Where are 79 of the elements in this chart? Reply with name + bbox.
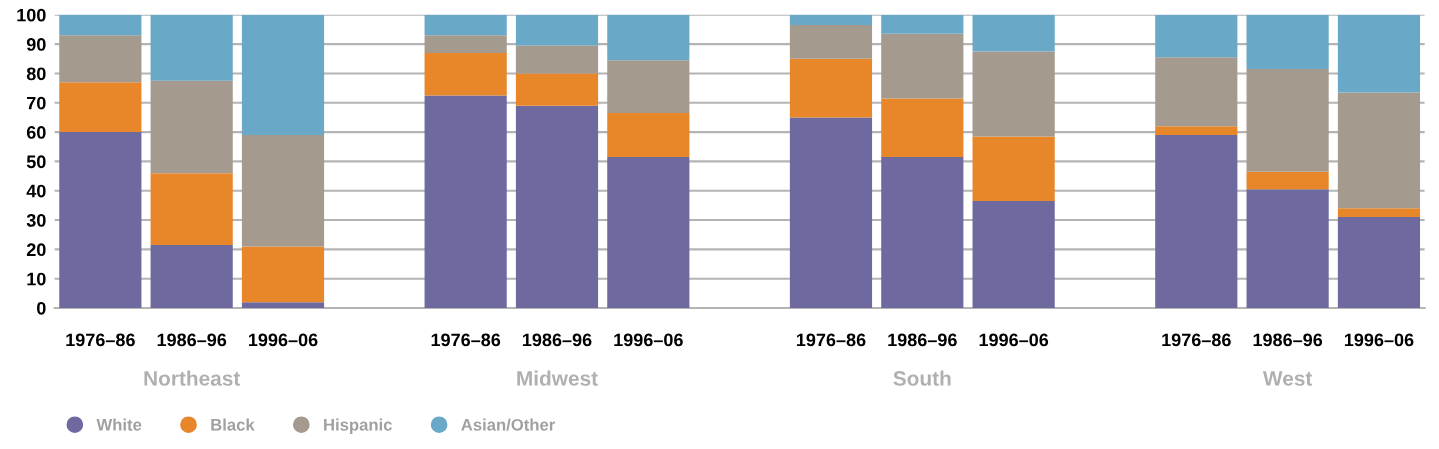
bar — [1155, 57, 1238, 127]
bar — [150, 173, 233, 245]
x-tick-label: 1996–06 — [1344, 333, 1414, 347]
bar — [150, 244, 233, 309]
bar — [972, 136, 1055, 201]
bar — [241, 135, 325, 247]
bar — [59, 14, 142, 36]
legend-label: Asian/Other — [461, 418, 556, 431]
bar — [881, 157, 964, 309]
text: Midwest — [517, 370, 598, 386]
y-tick-label: 90 — [26, 38, 46, 51]
bar — [607, 113, 690, 158]
y-tick-label: 20 — [26, 243, 46, 257]
bar — [881, 33, 964, 99]
bar — [1246, 69, 1329, 172]
text: Northeast — [144, 370, 241, 386]
bar — [607, 60, 690, 114]
y-tick-label: 40 — [26, 184, 46, 198]
y-tick-label: 50 — [26, 155, 46, 169]
bar — [424, 95, 507, 309]
x-tick-label: 1976–86 — [796, 333, 866, 347]
bar — [1337, 208, 1421, 218]
legend-label: Hispanic — [324, 418, 392, 434]
bar — [789, 14, 873, 26]
bar — [1155, 135, 1238, 309]
bar — [515, 14, 599, 46]
text: West — [1262, 371, 1313, 386]
x-tick-label: 1996–06 — [249, 333, 318, 347]
bar — [972, 51, 1055, 137]
y-tick-label: 30 — [26, 213, 46, 227]
x-tick-label: 1986–96 — [888, 333, 957, 347]
y-tick-label: 80 — [26, 67, 46, 81]
legend-label: Black — [211, 418, 255, 431]
bar — [1155, 126, 1238, 136]
bar — [607, 14, 690, 61]
bar — [789, 58, 873, 118]
legend-label: White — [96, 418, 142, 431]
bar — [1246, 14, 1329, 70]
x-tick-label: 1986–96 — [522, 333, 592, 347]
bar — [59, 35, 142, 83]
bar — [881, 14, 964, 34]
y-tick-label: 10 — [27, 272, 46, 286]
bar — [241, 302, 325, 309]
bar — [241, 14, 325, 136]
bar — [972, 14, 1055, 52]
x-tick-label: 1986–96 — [157, 333, 227, 347]
x-tick-label: 1976–86 — [66, 333, 135, 347]
bar — [241, 246, 325, 303]
bar — [150, 14, 233, 81]
bar — [1246, 189, 1329, 309]
bar — [1337, 14, 1421, 93]
bar — [1246, 171, 1329, 190]
bar — [789, 25, 873, 59]
bar — [1155, 14, 1238, 58]
bar — [515, 73, 599, 106]
bar — [1337, 92, 1421, 209]
x-tick-label: 1986–96 — [1253, 333, 1323, 347]
text: South — [893, 370, 951, 386]
bar — [515, 105, 599, 309]
y-tick-label: 70 — [27, 96, 46, 110]
bar — [972, 201, 1055, 309]
bar — [59, 82, 142, 133]
y-tick-label: 60 — [26, 126, 46, 139]
bar — [424, 35, 507, 53]
bar — [59, 132, 142, 309]
bar — [789, 117, 873, 309]
bar — [424, 52, 507, 96]
x-tick-label: 1996–06 — [614, 333, 683, 347]
bar — [607, 157, 690, 309]
x-tick-label: 1996–06 — [979, 333, 1049, 347]
bar — [881, 98, 964, 158]
y-tick-label: 100 — [17, 8, 46, 22]
bar — [515, 45, 599, 74]
x-tick-label: 1976–86 — [1162, 333, 1231, 347]
y-tick-label: 0 — [37, 301, 46, 315]
x-tick-label: 1976–86 — [431, 333, 501, 347]
bar — [424, 14, 507, 36]
bar — [1337, 217, 1421, 309]
bar — [150, 80, 233, 174]
